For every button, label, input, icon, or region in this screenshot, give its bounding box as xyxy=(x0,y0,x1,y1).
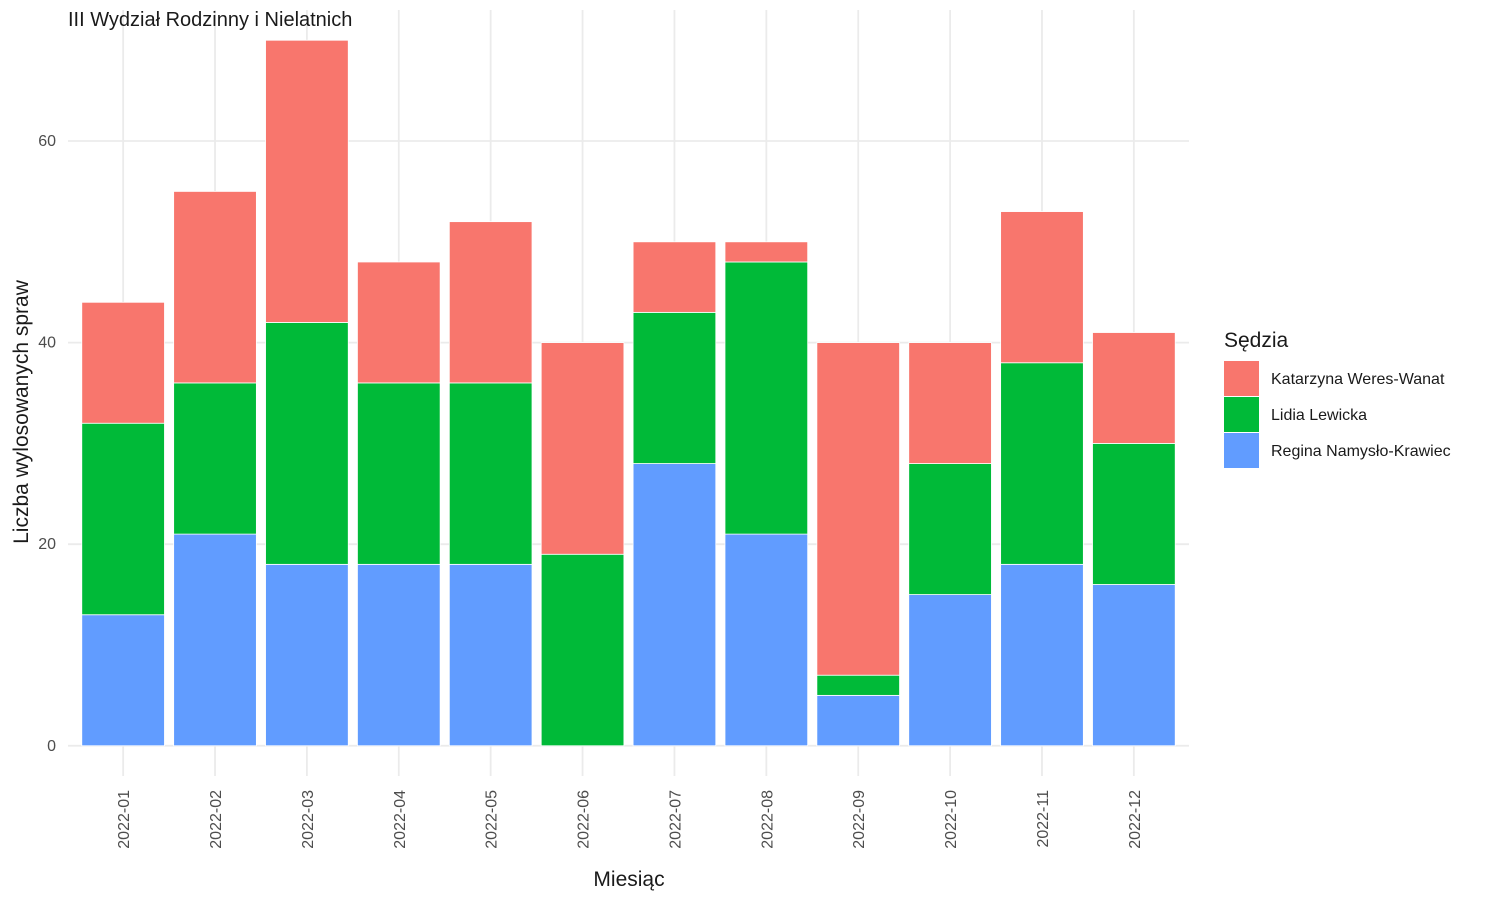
legend-label: Katarzyna Weres-Wanat xyxy=(1271,371,1445,388)
legend-key xyxy=(1224,361,1259,396)
bar-segment xyxy=(81,422,165,616)
x-tick-label: 2022-01 xyxy=(116,790,133,849)
chart-title: III Wydział Rodzinny i Nielatnich xyxy=(68,9,352,31)
bar-segment xyxy=(1092,442,1176,585)
bar-segment xyxy=(1000,362,1084,565)
bar-segment xyxy=(632,241,717,313)
x-tick-label: 2022-04 xyxy=(392,790,409,849)
bar-segment xyxy=(173,533,257,747)
bar-segment xyxy=(816,674,900,696)
x-tick-label: 2022-06 xyxy=(576,790,593,849)
y-tick-label: 60 xyxy=(38,133,56,150)
bar-segment xyxy=(1092,584,1176,747)
bar-segment xyxy=(173,191,257,384)
bar-segment xyxy=(81,301,165,424)
bar-segment xyxy=(1000,563,1084,747)
bar-segment xyxy=(265,322,349,565)
bar-segment xyxy=(908,594,992,747)
x-tick-label: 2022-03 xyxy=(300,790,317,849)
legend-title: Sędzia xyxy=(1224,329,1289,352)
bar-segment xyxy=(357,563,441,747)
legend-label: Lidia Lewicka xyxy=(1271,407,1367,424)
bar-segment xyxy=(173,382,257,535)
x-axis-ticks: 2022-01 2022-02 2022-03 2022-04 2022-05 2022-… xyxy=(116,790,1144,849)
y-tick-label: 0 xyxy=(47,738,56,755)
bar-segment xyxy=(448,382,533,565)
y-axis-ticks: 0 20 40 60 xyxy=(38,133,56,755)
x-tick-label: 2022-09 xyxy=(851,790,868,849)
bar-segment xyxy=(448,563,533,747)
bar-segment xyxy=(724,261,809,535)
bar-segment xyxy=(357,261,441,384)
bar-segment xyxy=(1092,332,1176,444)
bar-segment xyxy=(724,241,809,263)
x-tick-label: 2022-07 xyxy=(667,790,684,849)
x-tick-label: 2022-12 xyxy=(1127,790,1144,849)
legend-key xyxy=(1224,433,1259,468)
legend: Sędzia Katarzyna Weres-Wanat Lidia Lewick… xyxy=(1224,329,1451,468)
bar-segment xyxy=(357,382,441,565)
bar-segment xyxy=(265,563,349,747)
bar-segment xyxy=(816,342,900,676)
y-axis-title: Liczba wylosowanych spraw xyxy=(10,279,33,544)
bars xyxy=(81,39,1176,747)
x-tick-label: 2022-02 xyxy=(208,790,225,849)
x-tick-label: 2022-08 xyxy=(759,790,776,849)
bar-segment xyxy=(265,39,349,323)
x-tick-label: 2022-10 xyxy=(943,790,960,849)
x-axis-title: Miesiąc xyxy=(593,868,664,891)
y-tick-label: 20 xyxy=(38,536,56,553)
bar-segment xyxy=(81,614,165,747)
bar-segment xyxy=(724,533,809,747)
bar-segment xyxy=(816,694,900,747)
legend-label: Regina Namysło-Krawiec xyxy=(1271,443,1451,460)
bar-segment xyxy=(448,221,533,384)
x-tick-label: 2022-05 xyxy=(484,790,501,849)
bar-segment xyxy=(908,463,992,595)
bar-segment xyxy=(908,342,992,464)
bar-segment xyxy=(540,342,625,555)
bar-segment xyxy=(632,311,717,464)
legend-key xyxy=(1224,397,1259,432)
x-tick-label: 2022-11 xyxy=(1035,790,1052,848)
bar-segment xyxy=(1000,211,1084,364)
bar-segment xyxy=(540,553,625,747)
y-tick-label: 40 xyxy=(38,335,56,352)
bar-segment xyxy=(632,463,717,747)
